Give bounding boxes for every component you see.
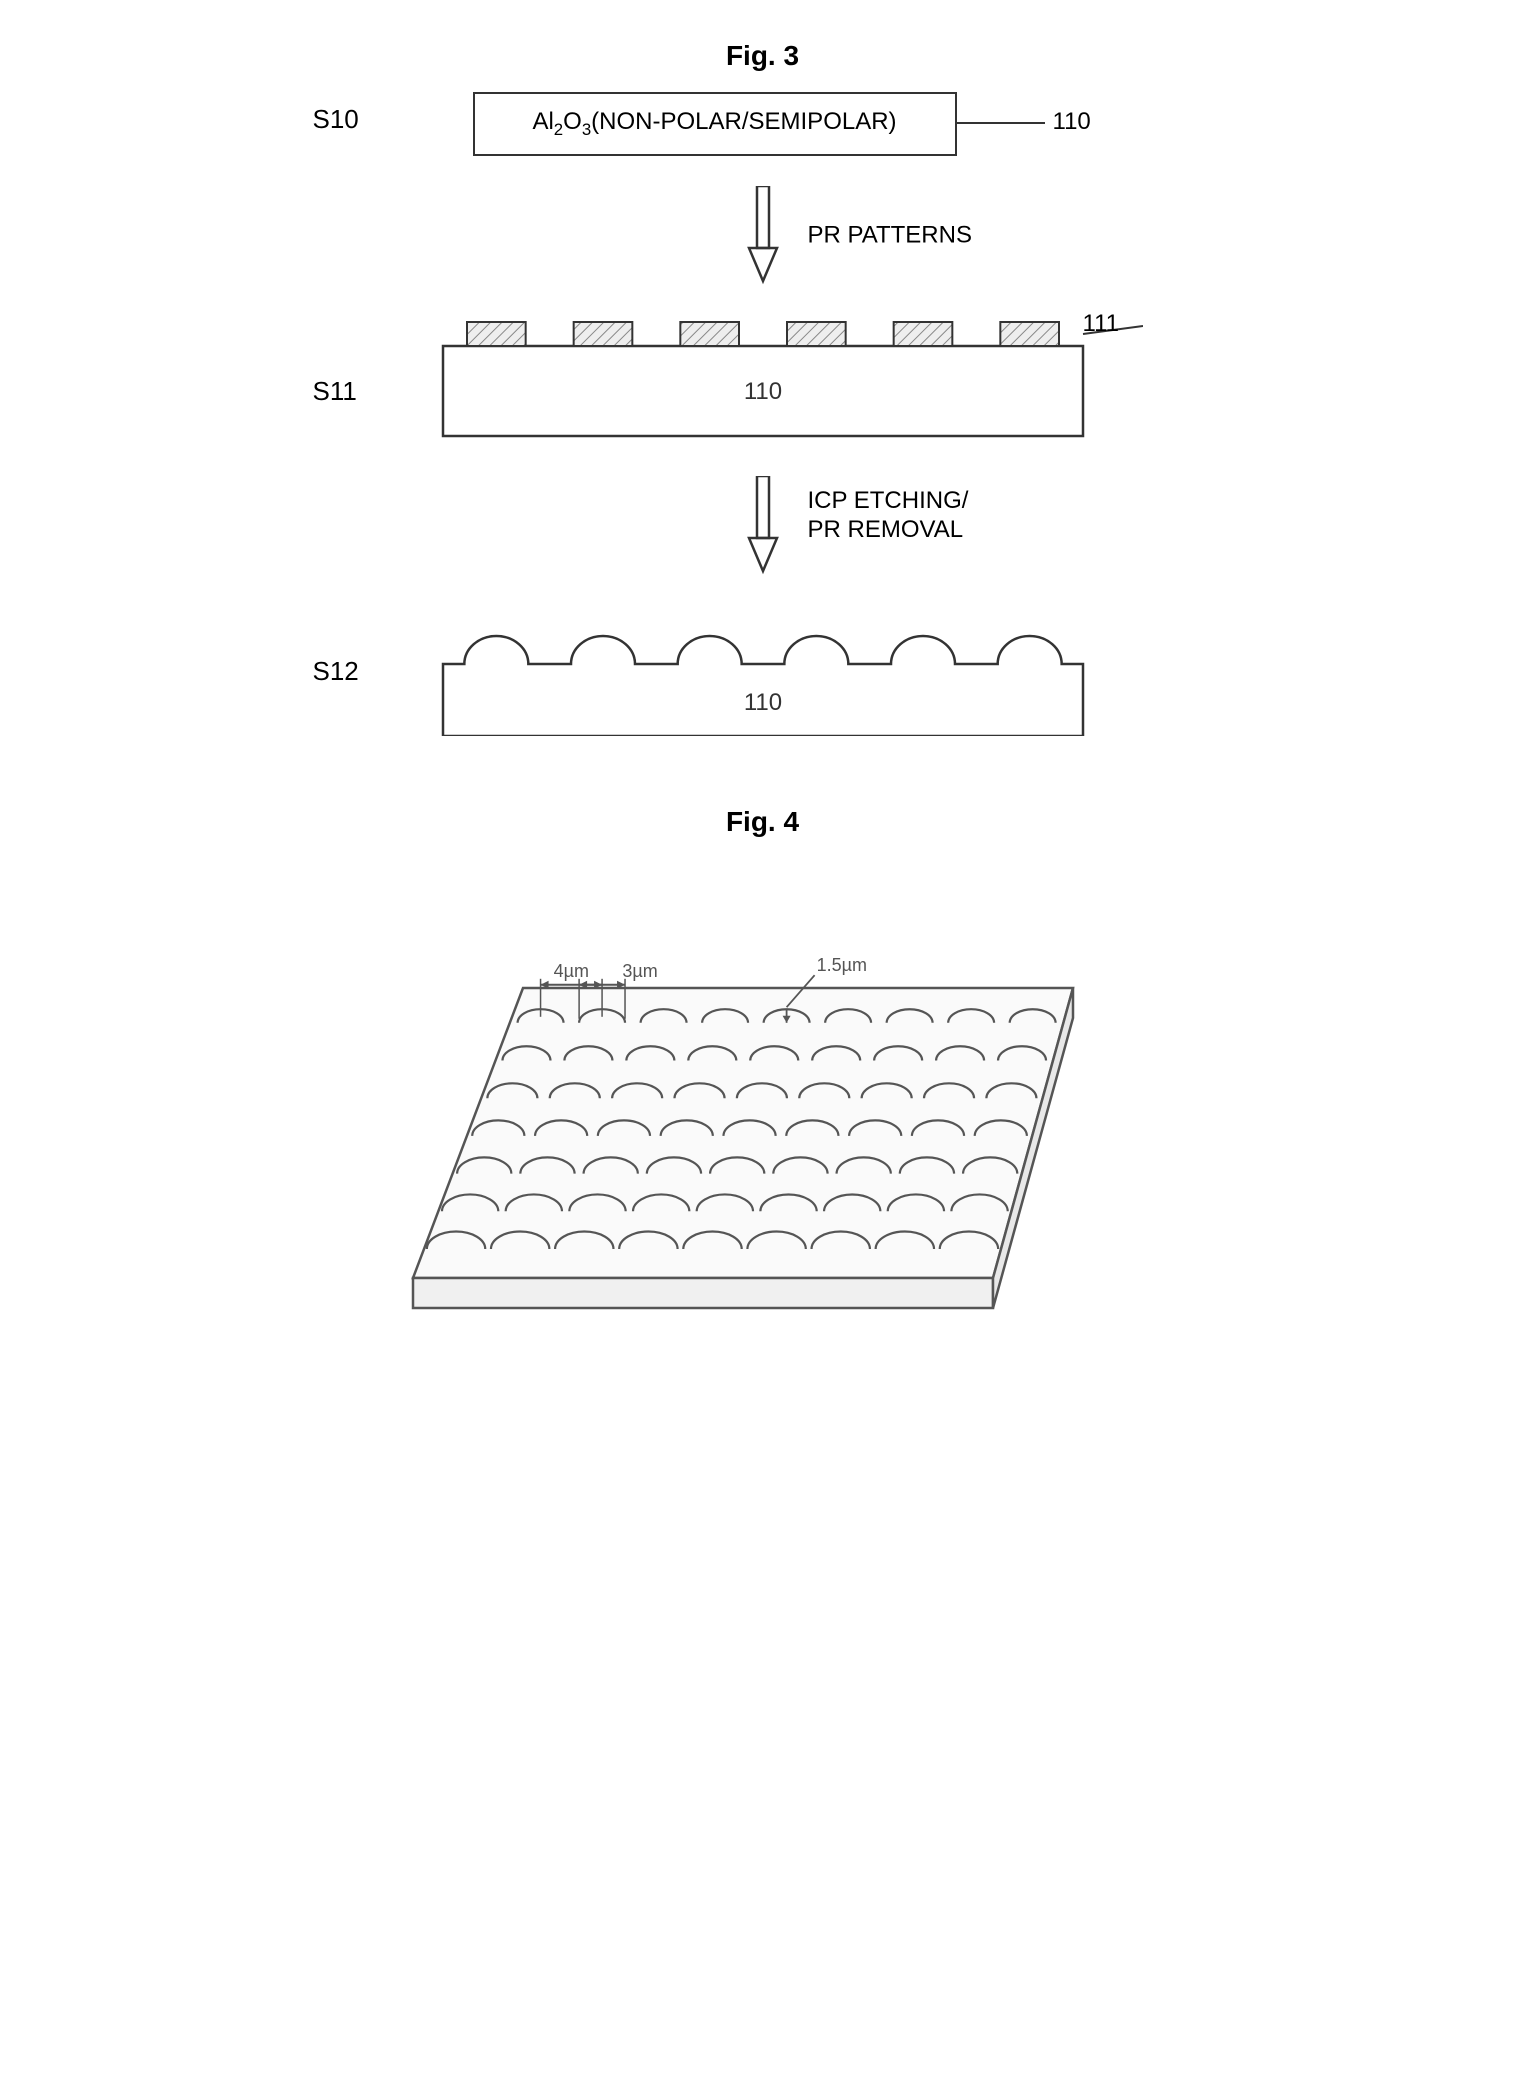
fig4-title: Fig. 4 bbox=[313, 806, 1213, 838]
svg-text:110: 110 bbox=[743, 689, 781, 716]
arrow-pr-patterns: PR PATTERNS bbox=[313, 186, 1213, 286]
s10-al: Al bbox=[532, 108, 553, 135]
svg-text:4µm: 4µm bbox=[553, 961, 588, 981]
svg-text:3µm: 3µm bbox=[622, 961, 657, 981]
svg-text:1.5µm: 1.5µm bbox=[816, 955, 866, 975]
s11-svg: 110 bbox=[383, 316, 1143, 446]
s10-suffix: (NON-POLAR/SEMIPOLAR) bbox=[591, 108, 896, 135]
arrow2-svg bbox=[746, 476, 780, 576]
s10-label: S10 bbox=[313, 104, 359, 135]
arrow1-svg bbox=[746, 186, 780, 286]
arrow-icp-etching: ICP ETCHING/ PR REMOVAL bbox=[313, 476, 1213, 576]
s10-o: O bbox=[563, 108, 582, 135]
arrow2-text: ICP ETCHING/ PR REMOVAL bbox=[808, 487, 969, 545]
s10-sub1: 2 bbox=[554, 120, 563, 139]
s12-svg: 110 bbox=[383, 606, 1143, 736]
figure-4: Fig. 4 4µm 3µm 1.5µm bbox=[313, 806, 1213, 1338]
arrow1-text: PR PATTERNS bbox=[808, 222, 972, 251]
step-s12: S12 110 bbox=[313, 606, 1213, 736]
s10-formula: Al2O3(NON-POLAR/SEMIPOLAR) bbox=[532, 108, 896, 140]
s10-callout-line bbox=[955, 122, 1045, 124]
fig3-title: Fig. 3 bbox=[313, 40, 1213, 72]
step-s10: S10 Al2O3(NON-POLAR/SEMIPOLAR) 110 bbox=[313, 92, 1213, 156]
step-s11: S11 110 111 bbox=[313, 316, 1213, 446]
s11-label: S11 bbox=[313, 376, 357, 407]
s10-callout: 110 bbox=[1053, 108, 1091, 136]
s10-box: Al2O3(NON-POLAR/SEMIPOLAR) bbox=[473, 92, 957, 156]
s12-label: S12 bbox=[313, 656, 359, 687]
svg-text:110: 110 bbox=[743, 378, 781, 405]
figure-3: Fig. 3 S10 Al2O3(NON-POLAR/SEMIPOLAR) 11… bbox=[313, 40, 1213, 766]
fig4-svg: 4µm 3µm 1.5µm bbox=[353, 858, 1173, 1338]
s11-callout: 111 bbox=[1083, 310, 1119, 338]
s10-sub2: 3 bbox=[582, 120, 591, 139]
